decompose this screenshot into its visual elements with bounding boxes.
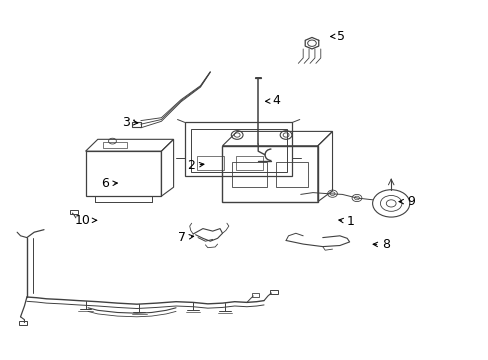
Bar: [222, 146, 317, 202]
Text: 8: 8: [372, 238, 389, 251]
Bar: [70, 210, 78, 214]
Bar: [252, 293, 259, 297]
Bar: [19, 321, 27, 325]
Text: 5: 5: [330, 30, 345, 42]
Text: 6: 6: [101, 177, 117, 190]
Text: 2: 2: [186, 159, 203, 172]
Bar: [85, 151, 161, 196]
Text: 7: 7: [178, 231, 193, 244]
Text: 9: 9: [398, 195, 414, 208]
Bar: [270, 290, 278, 294]
Bar: [102, 142, 127, 148]
Bar: [197, 156, 224, 170]
Text: 1: 1: [338, 215, 354, 228]
Text: 4: 4: [265, 94, 280, 107]
Bar: [236, 156, 263, 170]
Text: 10: 10: [74, 214, 97, 227]
Bar: [276, 162, 307, 187]
Bar: [184, 122, 292, 176]
Bar: [132, 122, 141, 127]
Text: 3: 3: [122, 116, 138, 129]
Bar: [232, 162, 266, 187]
Bar: [190, 129, 286, 172]
